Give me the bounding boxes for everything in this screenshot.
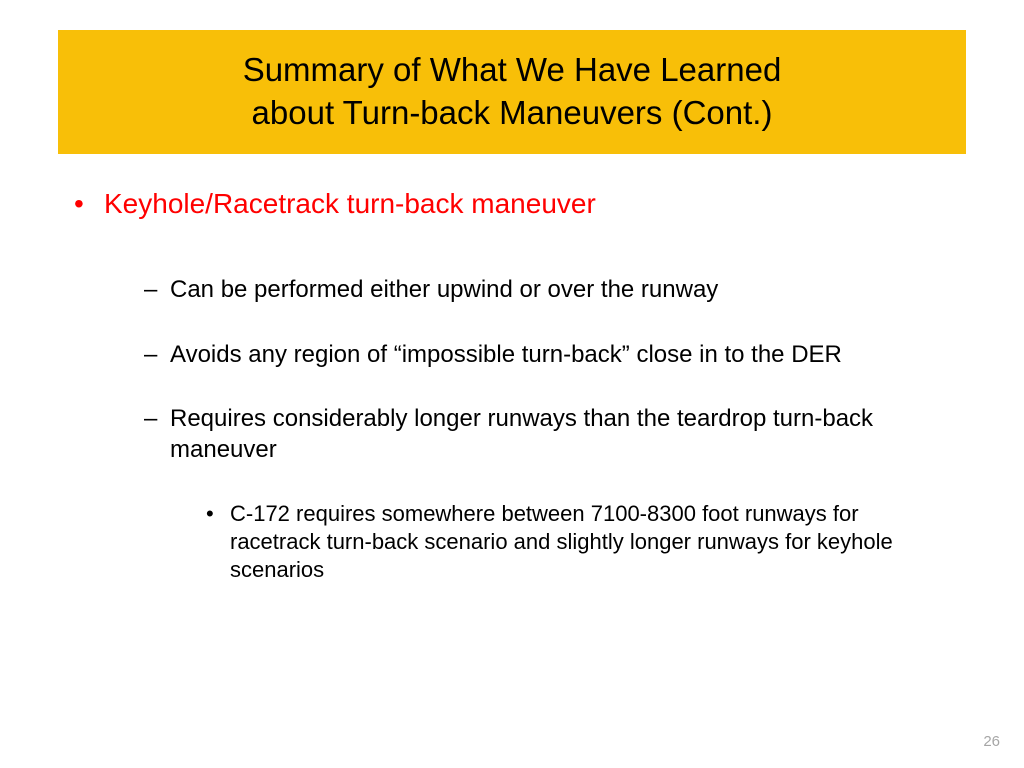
slide-title-line-2: about Turn-back Maneuvers (Cont.)	[252, 92, 773, 135]
slide-body: Keyhole/Racetrack turn-back maneuver Can…	[70, 186, 954, 618]
title-banner: Summary of What We Have Learned about Tu…	[58, 30, 966, 154]
slide-title-line-1: Summary of What We Have Learned	[243, 49, 782, 92]
bullet-sub-2-text: Avoids any region of “impossible turn-ba…	[170, 341, 842, 368]
bullet-sub-3-text: Requires considerably longer runways tha…	[170, 405, 873, 463]
bullet-sub-3a-text: C-172 requires somewhere between 7100-83…	[230, 501, 893, 582]
bullet-main: Keyhole/Racetrack turn-back maneuver Can…	[70, 186, 954, 584]
bullet-sub-3: Requires considerably longer runways tha…	[134, 404, 954, 584]
bullet-main-text: Keyhole/Racetrack turn-back maneuver	[104, 188, 596, 219]
page-number: 26	[983, 733, 1000, 750]
bullet-sub-3a: C-172 requires somewhere between 7100-83…	[200, 500, 954, 584]
bullet-sub-1: Can be performed either upwind or over t…	[134, 275, 954, 306]
bullet-sub-1-text: Can be performed either upwind or over t…	[170, 276, 718, 303]
bullet-sub-2: Avoids any region of “impossible turn-ba…	[134, 340, 954, 371]
